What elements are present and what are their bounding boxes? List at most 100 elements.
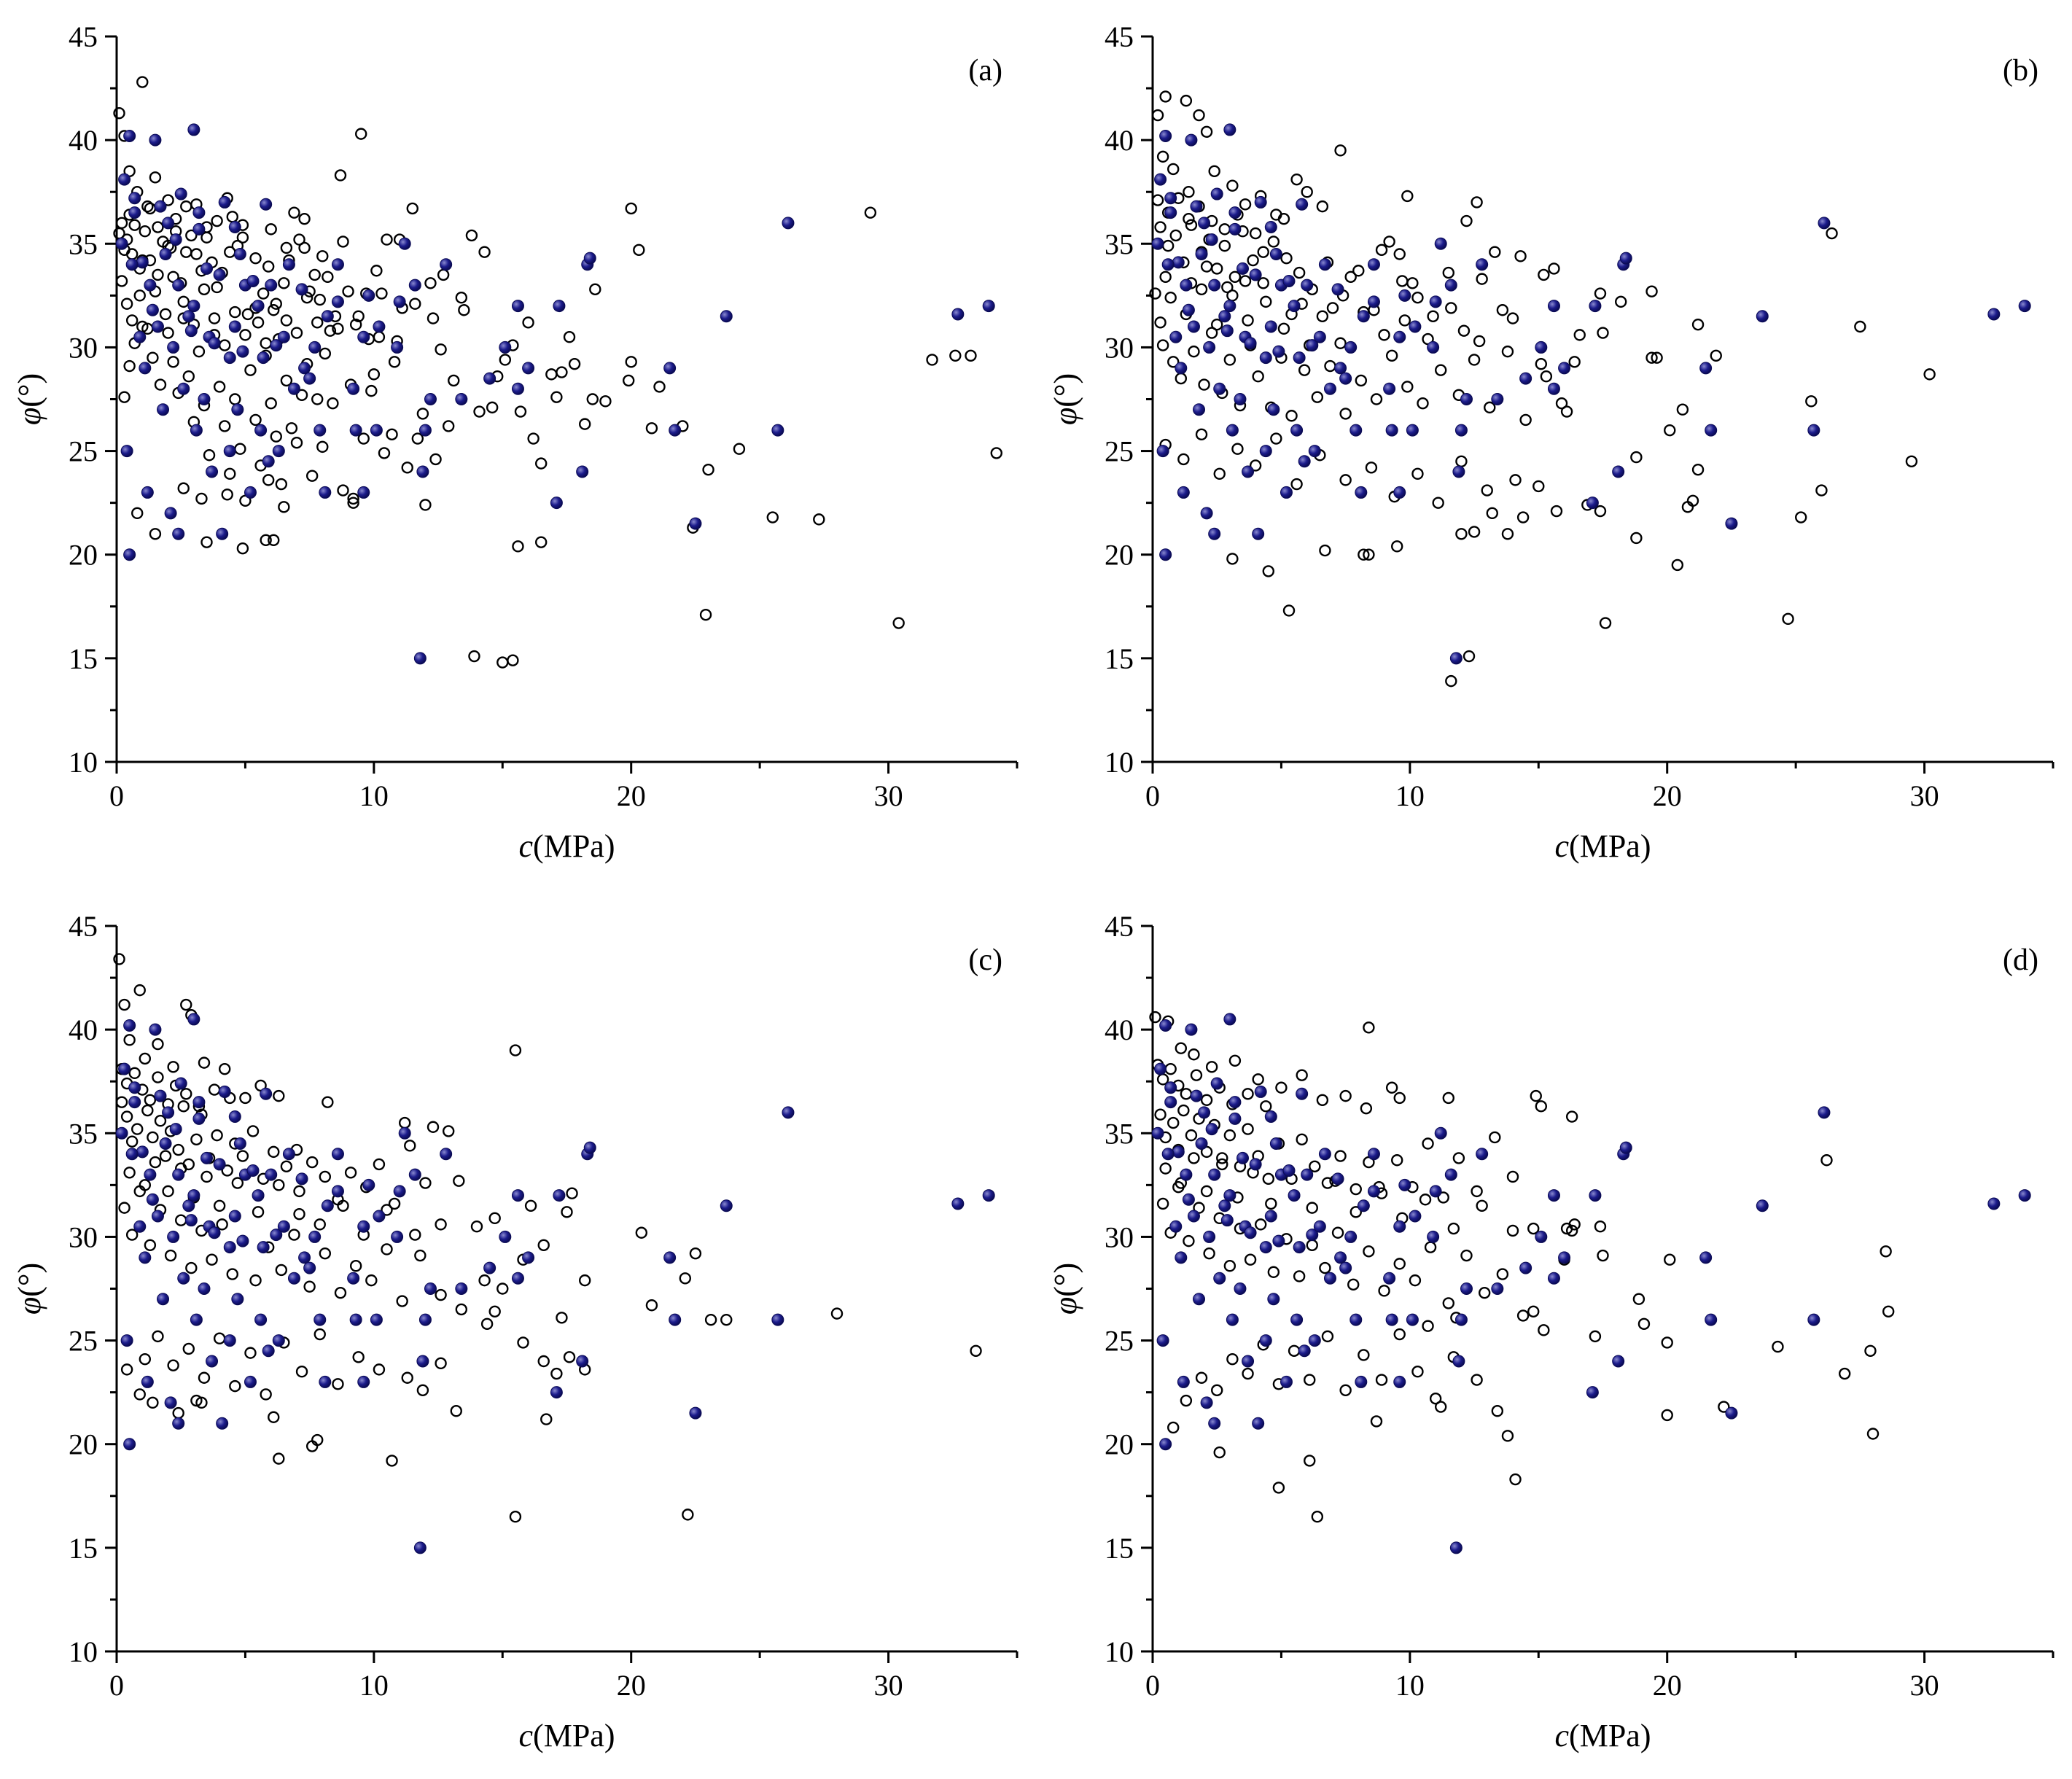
x-axis-title: c(MPa)	[1555, 828, 1651, 864]
filled-data-point	[1296, 198, 1309, 211]
open-data-point	[455, 292, 468, 304]
filled-data-point	[1252, 527, 1265, 540]
open-data-point	[1339, 474, 1352, 486]
open-data-point	[275, 478, 288, 491]
filled-data-point	[1344, 1230, 1358, 1243]
filled-data-point	[262, 455, 275, 468]
y-tick-label: 10	[69, 1635, 98, 1668]
open-data-point	[1401, 190, 1414, 203]
filled-data-point	[1223, 300, 1236, 313]
open-data-point	[182, 370, 195, 383]
open-data-point	[229, 305, 241, 319]
x-tick-label: 20	[617, 779, 646, 812]
filled-data-point	[418, 1313, 432, 1326]
panel-d: 10 15 20 25 30 35 40 45 0 10 20 30 c(MPa) φ(°) (d)	[1036, 890, 2072, 1779]
filled-data-point	[308, 1230, 322, 1243]
open-data-point	[1637, 1317, 1651, 1331]
filled-data-point	[1264, 1210, 1277, 1223]
filled-data-point	[260, 198, 273, 211]
open-data-point	[1671, 558, 1684, 572]
filled-data-point	[125, 258, 139, 271]
open-data-point	[172, 1406, 184, 1420]
open-data-point	[892, 617, 905, 629]
open-data-point	[167, 356, 179, 368]
open-data-point	[295, 389, 308, 402]
filled-data-point	[720, 1199, 733, 1212]
open-data-point	[203, 449, 216, 462]
filled-data-point	[172, 527, 185, 540]
open-data-point	[453, 1175, 465, 1187]
open-data-point	[1223, 1129, 1236, 1142]
open-data-point	[268, 304, 280, 316]
filled-data-point	[169, 1123, 182, 1136]
open-data-point	[1506, 312, 1519, 324]
filled-data-point	[1208, 279, 1221, 292]
open-data-point	[303, 1280, 316, 1293]
panel-a: 10 15 20 25 30 35 40 45 0 10 20 30 c(MPa) φ(°) (a)	[0, 0, 1036, 890]
open-data-point	[139, 1352, 152, 1366]
filled-data-point	[1586, 1386, 1599, 1399]
open-data-point	[1468, 354, 1481, 366]
open-data-point	[319, 1170, 332, 1183]
filled-data-point	[141, 486, 154, 499]
filled-data-point	[771, 424, 784, 437]
open-data-point	[195, 492, 208, 505]
filled-data-point	[182, 310, 195, 323]
open-data-point	[1471, 1374, 1483, 1386]
filled-data-point	[187, 1013, 200, 1026]
filled-data-point	[174, 187, 187, 201]
filled-data-point	[553, 1189, 566, 1202]
filled-data-point	[206, 1355, 219, 1368]
filled-data-point	[1218, 310, 1231, 323]
open-data-point	[1218, 239, 1231, 252]
filled-data-point	[295, 283, 308, 296]
open-data-point	[396, 1295, 408, 1307]
open-data-point	[1149, 287, 1161, 300]
open-data-point	[324, 324, 337, 337]
open-data-point	[1188, 345, 1200, 358]
open-data-point	[313, 1218, 326, 1231]
filled-data-point	[1476, 258, 1489, 271]
y-tick-label: 15	[1105, 642, 1134, 675]
filled-data-point	[413, 1541, 427, 1554]
filled-data-point	[257, 1241, 270, 1254]
open-data-point	[1501, 1430, 1514, 1442]
filled-data-point	[287, 1272, 300, 1285]
open-data-point	[1161, 239, 1175, 252]
open-data-point	[192, 345, 206, 358]
filled-data-point	[2018, 300, 2031, 313]
open-data-point	[625, 356, 637, 368]
filled-data-point	[118, 1062, 131, 1075]
open-data-point	[128, 1067, 141, 1080]
open-data-point	[1486, 507, 1498, 520]
open-data-point	[419, 1177, 432, 1189]
filled-data-point	[357, 486, 370, 499]
open-data-point	[1183, 1234, 1195, 1247]
open-data-point	[1316, 1094, 1329, 1106]
open-data-point	[334, 169, 347, 182]
open-data-point	[1228, 270, 1242, 283]
filled-data-point	[1427, 1230, 1440, 1243]
open-data-point	[1560, 1222, 1573, 1235]
open-data-point	[177, 295, 190, 308]
filled-data-point	[1547, 300, 1560, 313]
filled-data-point	[1434, 1126, 1447, 1140]
open-data-point	[1183, 186, 1195, 198]
filled-data-point	[182, 1199, 195, 1212]
open-data-point	[1154, 221, 1167, 233]
open-data-point	[1208, 165, 1220, 177]
filled-data-point	[1164, 192, 1177, 205]
open-data-point	[1385, 349, 1398, 362]
filled-data-point	[1357, 1199, 1370, 1212]
filled-data-point	[270, 339, 283, 352]
open-data-point	[185, 1261, 198, 1274]
open-data-point	[1923, 368, 1936, 381]
y-tick-label: 20	[69, 1428, 98, 1461]
open-data-point	[355, 128, 367, 140]
open-data-point	[1882, 1305, 1895, 1317]
filled-data-point	[1159, 129, 1172, 142]
open-data-point	[1645, 351, 1658, 364]
filled-data-point	[1205, 233, 1218, 246]
y-tick-label: 30	[69, 331, 98, 364]
open-data-point	[1535, 357, 1548, 370]
